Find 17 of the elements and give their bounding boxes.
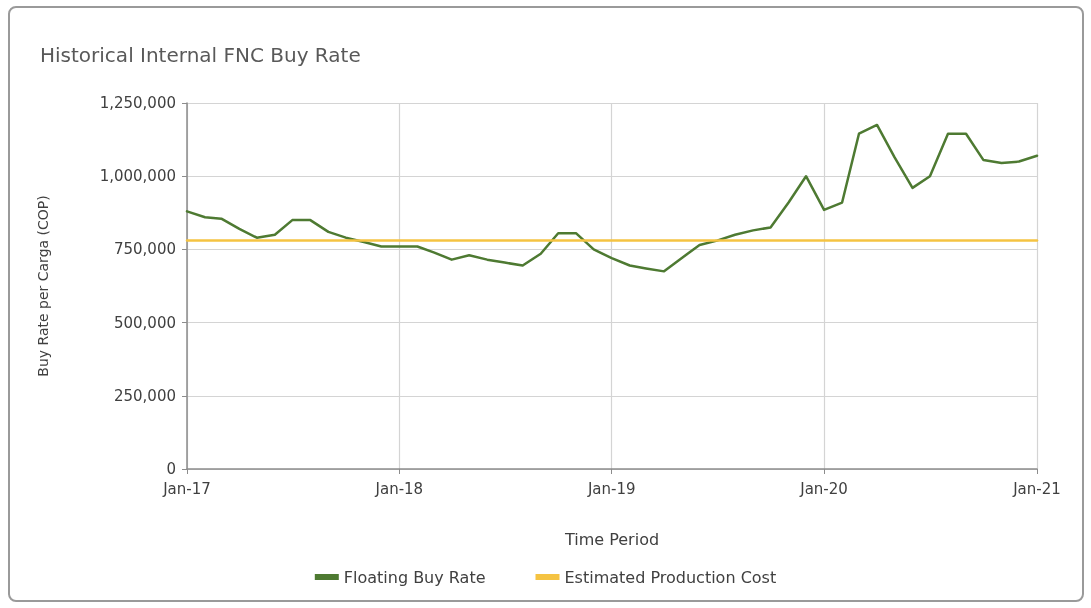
y-tick-label: 1,000,000 <box>99 167 176 186</box>
y-tick-label: 250,000 <box>113 386 176 405</box>
y-axis-title: Buy Rate per Carga (COP) <box>35 195 51 377</box>
y-tick-label: 1,250,000 <box>99 94 176 112</box>
y-tick-label: 750,000 <box>113 240 176 259</box>
legend-label: Estimated Production Cost <box>564 567 777 587</box>
line-series <box>185 123 1039 273</box>
x-tick-label: Jan-21 <box>1012 479 1061 498</box>
x-tick-label: Jan-20 <box>799 479 848 498</box>
legend-label: Floating Buy Rate <box>343 567 486 587</box>
x-tick-label: Jan-19 <box>586 479 636 498</box>
chart-title: Historical Internal FNC Buy Rate <box>40 43 361 67</box>
x-tick-label: Jan-18 <box>374 479 424 498</box>
y-tick-label: 500,000 <box>113 313 176 332</box>
x-tick-label: Jan-17 <box>162 479 211 498</box>
y-tick-label: 0 <box>166 460 176 478</box>
x-axis-title: Time Period <box>563 529 660 549</box>
